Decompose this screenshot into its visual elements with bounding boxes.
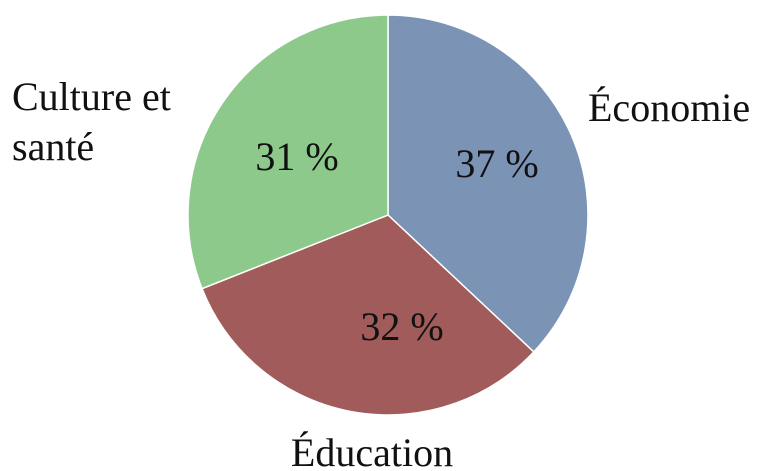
category-label-culture-sante-line2: santé: [12, 124, 94, 169]
pie-value-labels: 37 % 32 % 31 %: [255, 134, 538, 349]
slice-culture-sante: [187, 14, 389, 290]
pie-category-labels: Économie Éducation Culture et santé: [12, 74, 750, 471]
value-label-economie: 37 %: [455, 141, 538, 186]
category-label-economie: Économie: [588, 85, 750, 130]
value-label-culture-sante: 31 %: [255, 134, 338, 179]
pie-slices: [187, 14, 589, 416]
category-label-education: Éducation: [291, 430, 453, 471]
category-label-culture-sante-line1: Culture et: [12, 74, 171, 119]
slice-economie: [387, 14, 589, 353]
category-label-culture-sante: Culture et santé: [12, 74, 181, 169]
slice-education: [201, 214, 535, 416]
value-label-education: 32 %: [360, 304, 443, 349]
